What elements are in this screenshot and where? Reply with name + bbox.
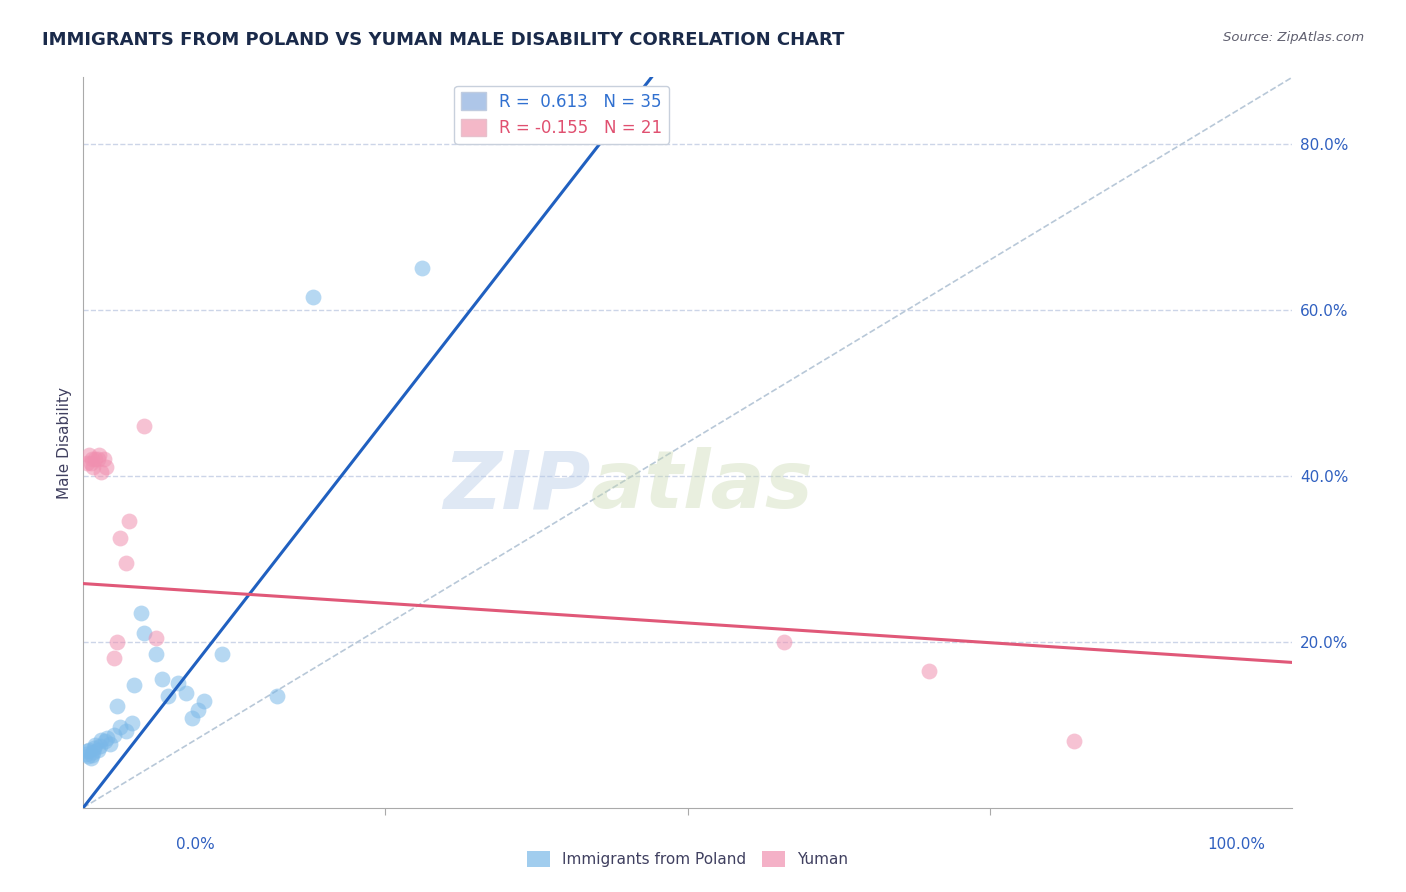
Point bbox=[145, 647, 167, 661]
Point bbox=[84, 738, 107, 752]
Point bbox=[411, 261, 433, 276]
Point bbox=[76, 744, 98, 758]
Point bbox=[114, 556, 136, 570]
Point bbox=[79, 742, 101, 756]
Point bbox=[75, 747, 97, 761]
Point bbox=[89, 739, 111, 754]
Point bbox=[80, 747, 103, 762]
Point bbox=[193, 694, 215, 708]
Point bbox=[211, 647, 233, 661]
Point bbox=[103, 651, 125, 665]
Point bbox=[80, 452, 103, 467]
Point bbox=[87, 452, 110, 467]
Point bbox=[90, 732, 112, 747]
Y-axis label: Male Disability: Male Disability bbox=[58, 386, 72, 499]
Point bbox=[302, 290, 325, 304]
Point bbox=[82, 745, 104, 759]
Point bbox=[156, 689, 179, 703]
Point bbox=[145, 631, 167, 645]
Text: IMMIGRANTS FROM POLAND VS YUMAN MALE DISABILITY CORRELATION CHART: IMMIGRANTS FROM POLAND VS YUMAN MALE DIS… bbox=[42, 31, 845, 49]
Point bbox=[87, 448, 110, 462]
Point bbox=[174, 686, 197, 700]
Point bbox=[84, 452, 107, 467]
Point bbox=[82, 460, 104, 475]
Point bbox=[773, 634, 796, 648]
Point bbox=[266, 689, 288, 703]
Point bbox=[105, 634, 128, 648]
Point bbox=[118, 514, 141, 528]
Point bbox=[108, 720, 131, 734]
Point bbox=[79, 448, 101, 462]
Text: 0.0%: 0.0% bbox=[176, 837, 215, 852]
Point bbox=[166, 676, 188, 690]
Point bbox=[114, 724, 136, 739]
Point bbox=[121, 716, 143, 731]
Point bbox=[94, 734, 117, 748]
Point bbox=[83, 740, 105, 755]
Point bbox=[103, 728, 125, 742]
Point bbox=[77, 749, 100, 764]
Text: 100.0%: 100.0% bbox=[1208, 837, 1265, 852]
Point bbox=[79, 751, 101, 765]
Point bbox=[122, 678, 145, 692]
Text: atlas: atlas bbox=[591, 448, 814, 525]
Point bbox=[90, 465, 112, 479]
Point bbox=[131, 606, 153, 620]
Point bbox=[150, 672, 173, 686]
Point bbox=[98, 737, 121, 751]
Point bbox=[96, 460, 118, 475]
Point bbox=[187, 703, 209, 717]
Point bbox=[108, 531, 131, 545]
Point bbox=[1063, 734, 1085, 748]
Point bbox=[132, 626, 155, 640]
Text: Source: ZipAtlas.com: Source: ZipAtlas.com bbox=[1223, 31, 1364, 45]
Point bbox=[76, 456, 98, 470]
Legend: R =  0.613   N = 35, R = -0.155   N = 21: R = 0.613 N = 35, R = -0.155 N = 21 bbox=[454, 86, 669, 144]
Point bbox=[79, 456, 101, 470]
Point bbox=[181, 711, 204, 725]
Point bbox=[918, 664, 941, 678]
Point bbox=[132, 419, 155, 434]
Point bbox=[87, 742, 110, 756]
Point bbox=[105, 699, 128, 714]
Text: ZIP: ZIP bbox=[443, 448, 591, 525]
Point bbox=[96, 731, 118, 745]
Point bbox=[93, 452, 115, 467]
